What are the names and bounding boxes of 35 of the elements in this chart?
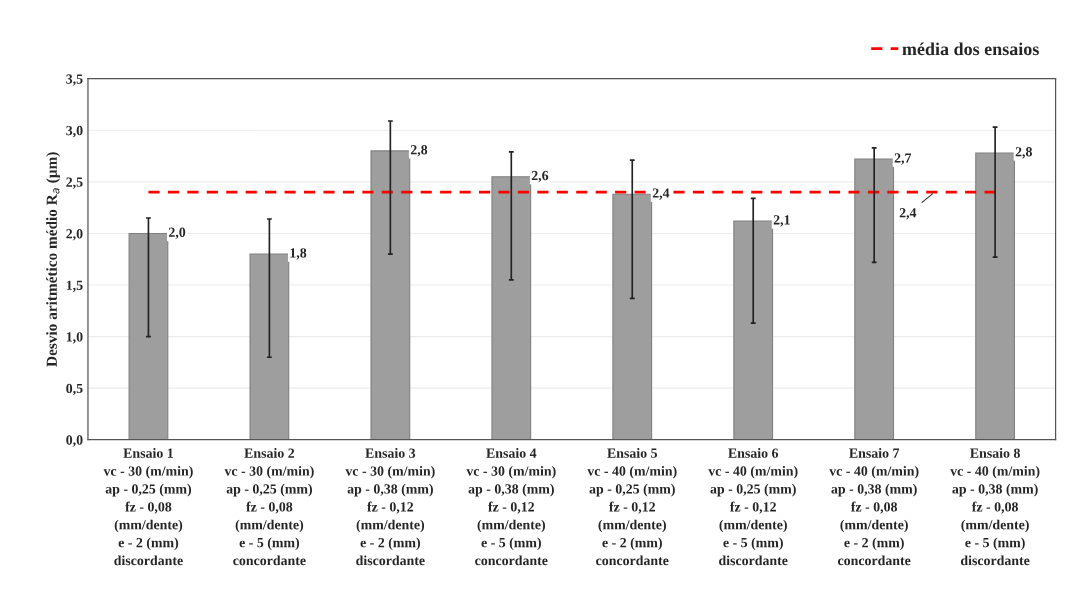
bar (491, 176, 532, 440)
x-tick-label: Ensaio 5 vc - 40 (m/min) ap - 0,25 (mm) fz - 0,12 (mm/dente) e - 2 (mm) concordante (587, 448, 677, 566)
bar (612, 193, 653, 440)
x-tick-label: Ensaio 8 vc - 40 (m/min) ap - 0,38 (mm) fz - 0,08 (mm/dente) e - 5 (mm) discordante (950, 448, 1040, 566)
y-tick-label: 2,5 (66, 177, 83, 189)
x-tick-label: Ensaio 3 vc - 30 (m/min) ap - 0,38 (mm) fz - 0,12 (mm/dente) e - 2 (mm) discordante (345, 448, 435, 566)
y-tick-label: 3,0 (66, 125, 83, 138)
legend-label: média dos ensaios (902, 42, 1039, 56)
data-label: 2,8 (1015, 147, 1032, 159)
bar (854, 158, 895, 440)
data-label: 1,8 (290, 248, 307, 260)
x-tick-label: Ensaio 2 vc - 30 (m/min) ap - 0,25 (mm) fz - 0,08 (mm/dente) e - 5 (mm) concordante (224, 448, 314, 566)
bar (370, 150, 411, 440)
bar (733, 220, 774, 440)
annotation: 2,4 (899, 208, 917, 220)
bar (975, 152, 1016, 440)
data-label: 2,6 (531, 170, 549, 183)
x-tick-label: Ensaio 1 vc - 30 (m/min) ap - 0,25 (mm) fz - 0,08 (mm/dente) e - 2 (mm) discordante (103, 448, 193, 566)
y-tick-label: 0,0 (66, 435, 83, 447)
x-tick-label: Ensaio 6 vc - 40 (m/min) ap - 0,25 (mm) fz - 0,12 (mm/dente) e - 5 (mm) discordante (708, 448, 798, 566)
y-tick-label: 0,5 (66, 383, 83, 396)
data-label: 2,7 (894, 153, 912, 165)
x-tick-label: Ensaio 7 vc - 40 (m/min) ap - 0,38 (mm) fz - 0,08 (mm/dente) e - 2 (mm) concordante (829, 448, 919, 566)
data-label: 2,8 (410, 145, 428, 157)
y-tick-label: 2,0 (66, 229, 83, 241)
data-label: 2,1 (773, 215, 790, 227)
y-axis-title: Desvio aritmético médio R$_{a}$ (µm) (46, 152, 60, 367)
data-label: 2,4 (652, 188, 670, 200)
bar (249, 253, 290, 440)
data-label: 2,0 (168, 227, 186, 239)
y-tick-label: 1,0 (66, 332, 83, 344)
y-tick-label: 1,5 (66, 280, 83, 292)
bar (128, 232, 169, 440)
y-tick-label: 3,5 (66, 74, 83, 86)
x-tick-label: Ensaio 4 vc - 30 (m/min) ap - 0,38 (mm) fz - 0,12 (mm/dente) e - 5 (mm) concordante (466, 448, 556, 566)
